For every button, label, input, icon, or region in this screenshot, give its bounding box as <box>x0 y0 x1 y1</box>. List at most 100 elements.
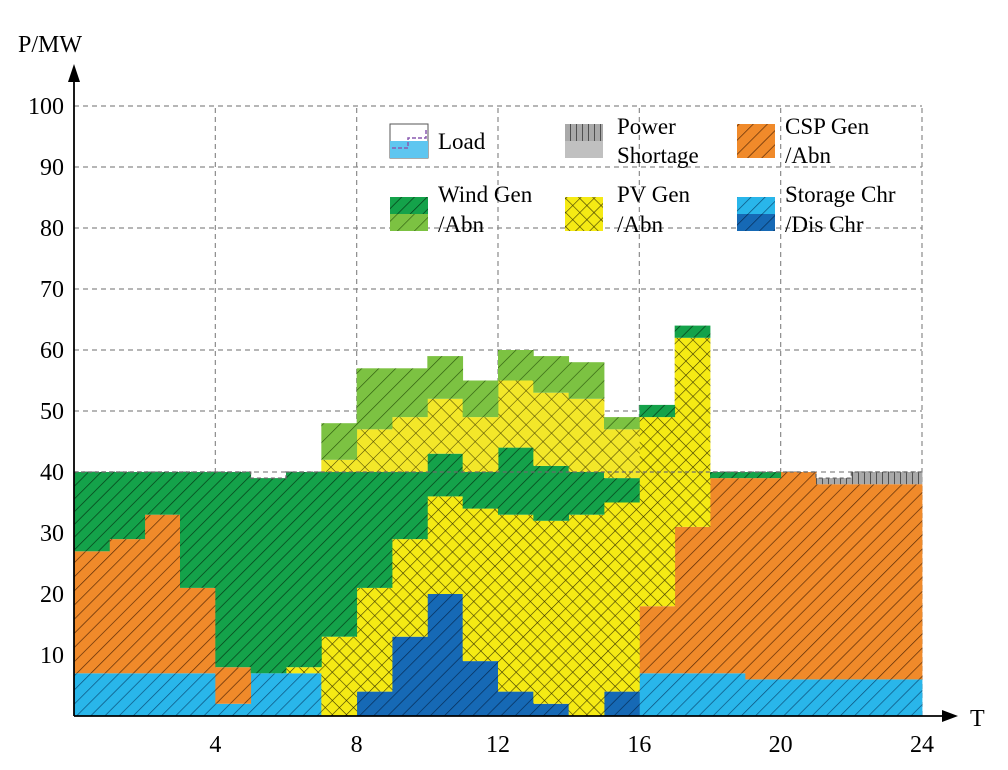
bar-csp-gen-h1 <box>74 551 110 674</box>
bar-csp-gen-h23 <box>851 484 888 680</box>
legend-swatch-storage-dis <box>737 214 775 231</box>
bar-wind-gen-h13 <box>498 447 534 515</box>
bar-wind-gen-h16 <box>604 478 640 503</box>
bar-storage-discharge-h9 <box>356 691 393 716</box>
bar-storage-charge-h1 <box>74 673 110 716</box>
bar-csp-gen-h5 <box>215 667 252 704</box>
bar-wind-gen-h7 <box>286 472 322 668</box>
bar-pv-gen-h14 <box>533 520 570 704</box>
bar-csp-gen-h21 <box>780 472 817 680</box>
bar-storage-discharge-h10 <box>392 636 428 716</box>
legend-label-shortage-2: Shortage <box>617 143 699 168</box>
y-tick-label-30: 30 <box>40 521 64 547</box>
bar-storage-charge-h6 <box>250 673 287 716</box>
x-axis-label: T <box>970 706 985 732</box>
bar-wind-abn-h9 <box>356 368 393 430</box>
legend-swatch-csp <box>737 124 775 158</box>
bar-wind-gen-h11 <box>427 453 464 497</box>
legend-label-wind-1: Wind Gen <box>438 182 533 207</box>
legend-label-csp-2: /Abn <box>785 143 832 168</box>
bar-pv-gen-h8 <box>321 636 358 716</box>
y-axis-label: P/MW <box>18 32 82 58</box>
bar-storage-charge-h3 <box>144 673 181 716</box>
bar-wind-abn-h16 <box>604 417 640 430</box>
bar-wind-gen-h1 <box>74 472 110 552</box>
bar-pv-gen-h18 <box>674 337 711 527</box>
bar-storage-charge-h20 <box>745 679 782 716</box>
bar-pv-abn-h10 <box>392 417 428 472</box>
y-tick-label-10: 10 <box>40 643 64 669</box>
bar-pv-abn-h9 <box>356 429 393 472</box>
bar-wind-gen-h20 <box>745 472 782 479</box>
bar-storage-charge-h19 <box>710 673 746 716</box>
bar-pv-abn-h13 <box>498 380 534 448</box>
legend-label-load-1: Load <box>438 129 486 154</box>
bar-pv-gen-h13 <box>498 514 534 692</box>
bar-storage-charge-h23 <box>851 679 888 716</box>
bar-shortage-h23 <box>851 472 888 485</box>
bar-csp-gen-h17 <box>639 606 676 674</box>
bar-csp-gen-h2 <box>109 539 146 674</box>
load-line-path <box>74 471 922 479</box>
legend-item-load: Load <box>389 123 486 159</box>
bar-wind-abn-h14 <box>533 356 570 393</box>
bar-storage-charge-h7 <box>286 673 322 716</box>
bar-wind-abn-h15 <box>568 362 605 399</box>
x-tick-label-4: 4 <box>209 732 221 758</box>
bar-csp-gen-h22 <box>816 484 852 680</box>
bar-pv-abn-h14 <box>533 392 570 466</box>
bar-csp-gen-h20 <box>745 478 782 680</box>
legend-label-shortage-1: Power <box>617 114 676 139</box>
legend-swatch-load-fill <box>390 141 428 158</box>
bar-wind-abn-h11 <box>427 356 464 399</box>
bar-pv-abn-h11 <box>427 398 464 454</box>
x-tick-label-8: 8 <box>351 732 363 758</box>
bar-wind-gen-h9 <box>356 472 393 588</box>
y-tick-label-80: 80 <box>40 216 64 242</box>
x-tick-labels: 4 8 12 16 20 24 <box>209 732 934 758</box>
bar-wind-abn-h8 <box>321 423 358 460</box>
bar-pv-gen-h9 <box>356 587 393 692</box>
bar-csp-gen-h4 <box>180 587 216 674</box>
bar-shortage-h22 <box>816 478 852 485</box>
bar-csp-gen-h24 <box>886 484 923 680</box>
legend-label-pv-1: PV Gen <box>617 182 691 207</box>
y-tick-label-70: 70 <box>40 277 64 303</box>
legend-label-pv-2: /Abn <box>617 212 664 237</box>
legend-label-wind-2: /Abn <box>438 212 485 237</box>
bar-csp-gen-h18 <box>674 526 711 674</box>
legend-item-pv: PV Gen /Abn <box>565 182 691 237</box>
bar-storage-charge-h22 <box>816 679 852 716</box>
axes <box>68 64 958 722</box>
y-tick-label-20: 20 <box>40 582 64 608</box>
bar-wind-gen-h6 <box>250 478 287 674</box>
bar-storage-charge-h21 <box>780 679 817 716</box>
x-tick-label-24: 24 <box>910 732 934 758</box>
bar-wind-gen-h12 <box>462 472 499 509</box>
y-tick-labels: 10 20 30 40 50 60 70 80 90 100 <box>28 94 64 669</box>
bar-storage-discharge-h14 <box>533 703 570 716</box>
legend-item-wind: Wind Gen /Abn <box>390 182 533 237</box>
bar-storage-charge-h24 <box>886 679 923 716</box>
legend-swatch-pv <box>565 197 603 231</box>
bar-wind-gen-h10 <box>392 472 428 540</box>
bar-pv-gen-h10 <box>392 539 428 637</box>
y-tick-label-90: 90 <box>40 155 64 181</box>
bar-shortage-h24 <box>886 472 923 485</box>
legend-swatch-shortage-top <box>565 124 603 141</box>
stacked-areas <box>74 325 923 716</box>
bar-storage-discharge-h13 <box>498 691 534 716</box>
x-tick-label-16: 16 <box>627 732 651 758</box>
bar-pv-gen-h12 <box>462 508 499 662</box>
bar-wind-gen-h17 <box>639 404 676 418</box>
bar-pv-abn-h12 <box>462 417 499 472</box>
y-tick-label-100: 100 <box>28 94 64 120</box>
legend-item-shortage: Power Shortage <box>565 114 699 168</box>
bar-pv-gen-h11 <box>427 496 464 594</box>
legend-swatch-shortage-bottom <box>565 141 603 158</box>
y-tick-label-60: 60 <box>40 338 64 364</box>
legend-swatch-wind <box>390 197 428 214</box>
legend-label-storage-1: Storage Chr <box>785 182 896 207</box>
bar-storage-charge-h5 <box>215 703 252 716</box>
